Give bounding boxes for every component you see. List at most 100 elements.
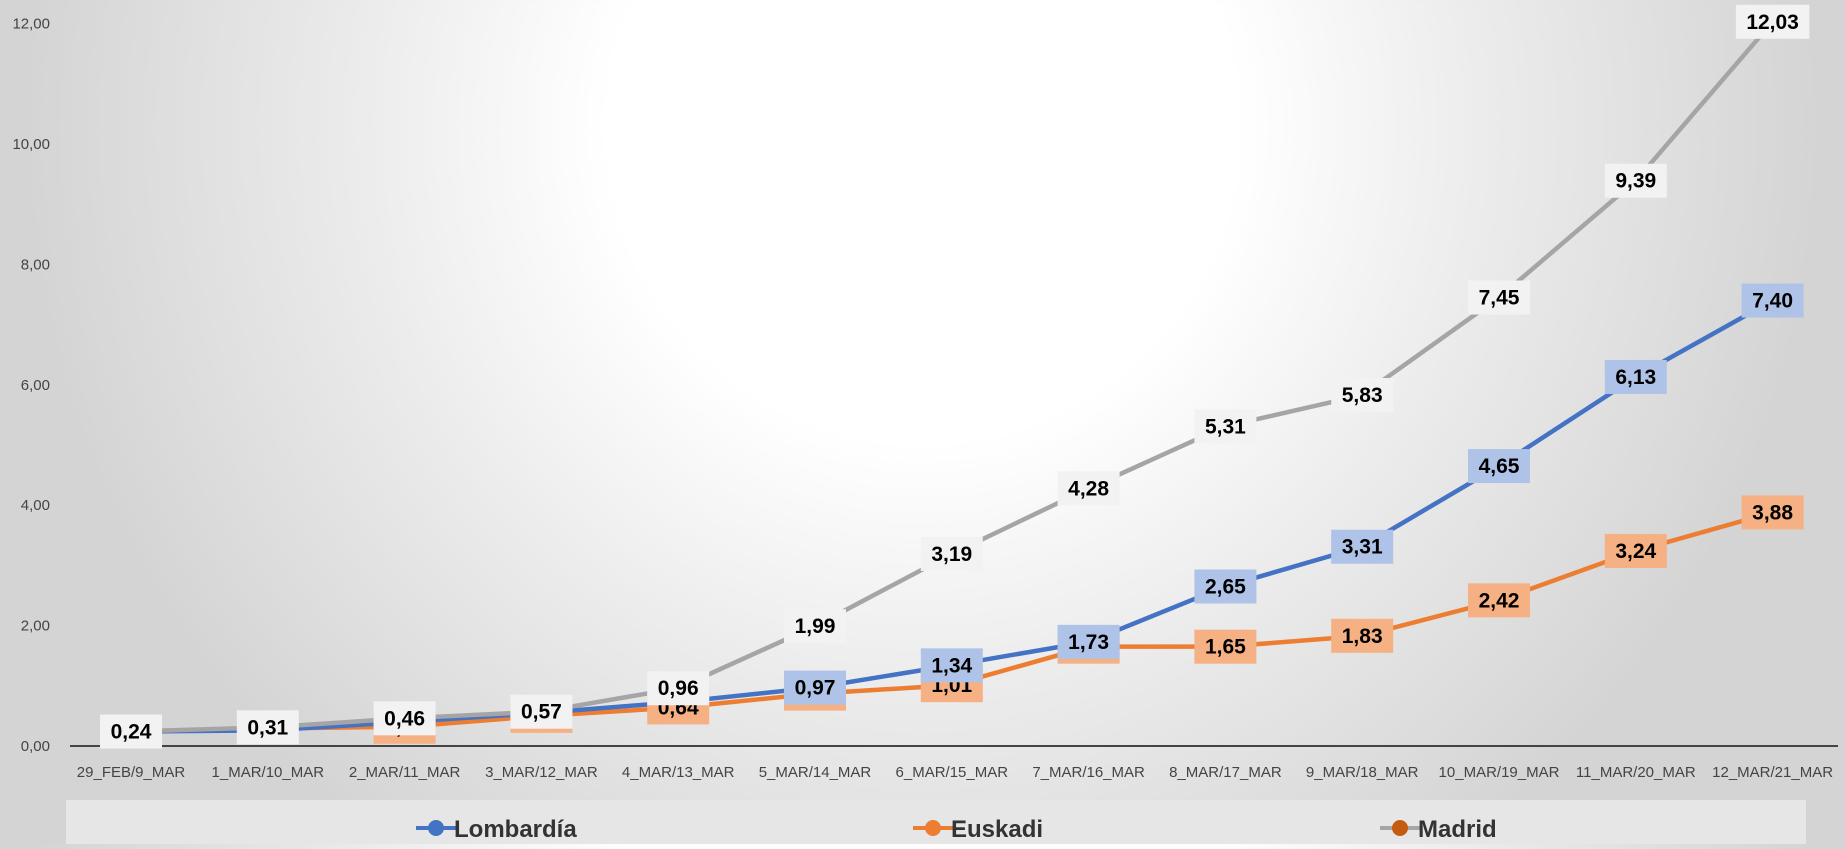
data-label-box: [100, 714, 162, 749]
data-label-text: 1,65: [1205, 636, 1246, 659]
data-label-text: 0,46: [384, 707, 425, 730]
data-labels: 0,320,500,640,871,011,651,651,832,423,24…: [100, 4, 1810, 749]
data-label: 7,40: [1741, 283, 1804, 318]
data-label: 0,31: [236, 710, 299, 745]
data-label-box: [1468, 583, 1530, 618]
data-label: 3,88: [1741, 495, 1804, 530]
legend-item: Madrid: [1380, 816, 1497, 843]
data-label-text: 7,40: [1752, 290, 1793, 313]
data-label-text: 1,73: [1068, 631, 1109, 654]
data-label-text: 1,83: [1342, 625, 1383, 648]
data-label-box: [236, 710, 299, 745]
x-tick-label: 4_MAR/13_MAR: [622, 764, 735, 781]
data-label: 1,83: [1331, 618, 1394, 653]
y-tick-label: 10,00: [12, 136, 50, 153]
series-line-madrid: [128, 19, 1775, 734]
legend-item: Lombardía: [416, 816, 577, 843]
series-lines: [128, 19, 1775, 734]
data-label-text: 1,99: [795, 615, 836, 638]
legend-marker: [1392, 820, 1408, 836]
data-label-box: [1604, 533, 1667, 568]
data-label-box: [1331, 378, 1394, 413]
legend-label: Madrid: [1418, 816, 1497, 843]
data-label-text: 12,03: [1746, 11, 1799, 34]
y-tick-label: 8,00: [21, 256, 50, 273]
data-label-text: 7,45: [1479, 287, 1520, 310]
data-label-text: 4,65: [1479, 455, 1520, 478]
x-tick-label: 12_MAR/21_MAR: [1712, 764, 1833, 781]
legend-label: Lombardía: [454, 816, 577, 843]
data-label-box: [1468, 449, 1530, 484]
data-label-box: [373, 701, 436, 736]
data-label: 0,57: [510, 694, 573, 729]
data-label: 4,28: [1057, 471, 1120, 506]
data-label: 5,83: [1331, 378, 1394, 413]
data-label-text: 5,83: [1342, 384, 1383, 407]
axes: 0,00 2,00 4,00 6,00 8,00 10,00 12,00 29_FEB/9_M…: [12, 16, 1838, 781]
data-label: 1,34: [920, 648, 983, 683]
data-label: 0,96: [647, 671, 710, 706]
data-label-box: [920, 648, 983, 683]
data-label-text: 2,65: [1205, 575, 1246, 598]
data-label: 9,39: [1604, 163, 1667, 198]
y-tick-label: 4,00: [21, 497, 50, 514]
data-label-text: 3,24: [1615, 540, 1656, 563]
x-tick-label: 6_MAR/15_MAR: [896, 764, 1009, 781]
data-label-box: [1194, 569, 1257, 604]
data-label: 2,65: [1194, 569, 1257, 604]
y-tick-label: 2,00: [21, 618, 50, 635]
data-label: 3,24: [1604, 533, 1667, 568]
y-tick-label: 0,00: [21, 738, 50, 755]
x-tick-label: 7_MAR/16_MAR: [1032, 764, 1145, 781]
legend-label: Euskadi: [951, 816, 1043, 843]
data-label-box: [1331, 618, 1394, 653]
data-label-text: 4,28: [1068, 477, 1109, 500]
x-tick-label: 5_MAR/14_MAR: [759, 764, 872, 781]
data-label-text: 3,31: [1342, 536, 1383, 559]
data-label: 4,65: [1468, 449, 1530, 484]
data-label: 2,42: [1468, 583, 1530, 618]
data-label-box: [1468, 280, 1530, 315]
x-tick-label: 3_MAR/12_MAR: [485, 764, 598, 781]
data-label-box: [1057, 471, 1120, 506]
data-label-text: 6,13: [1615, 366, 1656, 389]
data-label-text: 0,24: [111, 721, 152, 744]
data-label: 0,46: [373, 701, 436, 736]
data-label-box: [1194, 409, 1257, 444]
legend-marker: [428, 820, 444, 836]
data-label-box: [784, 670, 846, 705]
data-label: 1,99: [784, 609, 846, 644]
data-label-box: [1604, 359, 1667, 394]
legend-item: Euskadi: [913, 816, 1043, 843]
data-label-box: [647, 671, 710, 706]
data-label: 1,73: [1057, 624, 1120, 659]
data-label-box: [920, 536, 983, 571]
data-label: 0,97: [784, 670, 846, 705]
data-label-text: 5,31: [1205, 415, 1246, 438]
legend-marker: [925, 820, 941, 836]
data-label-box: [1741, 283, 1804, 318]
data-label-text: 0,57: [521, 701, 562, 724]
x-tick-label: 29_FEB/9_MAR: [77, 764, 186, 781]
data-label-box: [1057, 624, 1120, 659]
x-tick-label: 9_MAR/18_MAR: [1306, 764, 1419, 781]
data-label-box: [1741, 495, 1804, 530]
data-label: 1,65: [1194, 629, 1257, 664]
data-label-text: 0,96: [658, 677, 699, 700]
x-tick-label: 1_MAR/10_MAR: [212, 764, 325, 781]
legend: Lombardía Euskadi Madrid: [416, 816, 1497, 843]
data-label-box: [1331, 529, 1394, 564]
data-label: 12,03: [1735, 4, 1810, 39]
data-label: 3,31: [1331, 529, 1394, 564]
data-label-box: [784, 609, 846, 644]
data-label-text: 2,42: [1479, 589, 1520, 612]
y-tick-label: 6,00: [21, 377, 50, 394]
data-label-text: 0,97: [795, 677, 836, 700]
data-label-box: [510, 694, 573, 729]
data-label-box: [1194, 629, 1257, 664]
data-label-text: 9,39: [1615, 170, 1656, 193]
data-label: 3,19: [920, 536, 983, 571]
data-label-text: 3,19: [931, 543, 972, 566]
